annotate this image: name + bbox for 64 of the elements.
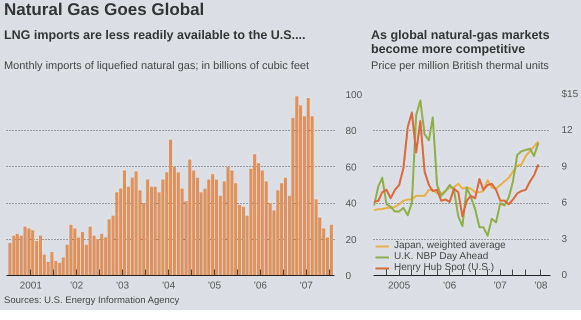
bar: [169, 140, 172, 276]
y-tick-label: $15: [562, 89, 579, 100]
bar: [253, 154, 256, 276]
y-tick-label: 9: [562, 161, 568, 172]
legend-label: Japan, weighted average: [394, 240, 506, 251]
chart-title: As global natural-gas markets become more competitive: [371, 28, 551, 57]
bar: [330, 224, 333, 276]
bar: [284, 178, 287, 276]
legend-label: Henry Hub Spot (U.S.): [394, 262, 494, 273]
bar: [50, 252, 54, 276]
y-tick-label: 80: [346, 126, 358, 138]
bar: [295, 96, 298, 276]
x-tick-label: '06: [443, 280, 457, 292]
x-tick-label: '05: [208, 280, 222, 292]
bar: [31, 230, 34, 276]
x-tick-label: '02: [70, 280, 84, 292]
bar: [122, 170, 126, 276]
y-tick-label: 40: [346, 198, 358, 210]
bar: [115, 192, 118, 276]
y-tick-label: 6: [562, 198, 568, 209]
x-tick-label: '04: [162, 280, 176, 292]
legend-label: U.K. NBP Day Ahead: [394, 251, 488, 262]
chart-title: LNG imports are less readily available to the U.S....: [4, 28, 306, 42]
y-tick-label: 60: [346, 162, 358, 174]
bar: [188, 160, 192, 276]
x-tick-label: '06: [254, 280, 268, 292]
chart-subtitle: Monthly imports of liquefied natural gas; in billions of cubic feet: [4, 60, 310, 73]
bar: [24, 226, 27, 276]
bar: [16, 234, 19, 276]
y-tick-label: 3: [562, 234, 568, 245]
y-tick-label: 0: [346, 271, 352, 282]
x-tick-label: 2005: [388, 280, 411, 292]
bar: [306, 98, 310, 276]
bar: [27, 228, 30, 276]
source-note: Sources: U.S. Energy Information Agency: [4, 295, 180, 307]
y-tick-label: 100: [346, 90, 363, 101]
y-tick-label: 12: [562, 125, 574, 136]
x-tick-label: 2001: [20, 280, 42, 292]
bar: [226, 166, 230, 276]
line-series: [374, 140, 540, 212]
bar: [230, 170, 234, 276]
x-tick-label: '03: [116, 280, 130, 292]
x-tick-label: '07: [494, 280, 508, 292]
bar: [88, 226, 92, 276]
bar: [73, 228, 76, 276]
bar: [242, 206, 245, 276]
bar: [80, 232, 84, 276]
x-tick-label: '07: [300, 280, 314, 292]
bar: [38, 236, 42, 276]
bar: [211, 174, 214, 276]
line-series: [374, 100, 540, 237]
bar: [154, 186, 157, 276]
chart-subtitle: Price per million British thermal units: [371, 60, 549, 73]
bar: [134, 171, 138, 276]
line-series: [374, 112, 540, 218]
text: Natural Gas Goes Global: [4, 0, 204, 20]
x-tick-label: '08: [534, 280, 548, 292]
bar: [108, 219, 111, 276]
bar: [12, 236, 16, 276]
bar: [100, 234, 104, 276]
bar: [146, 180, 150, 276]
y-tick-label: 20: [346, 234, 358, 246]
bar: [69, 224, 72, 276]
y-tick-label: 0: [562, 270, 568, 281]
